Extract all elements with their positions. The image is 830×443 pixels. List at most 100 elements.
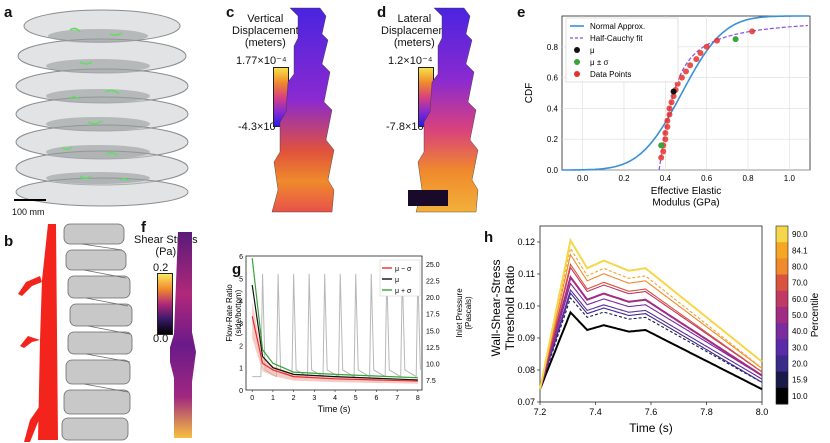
percentile-curve-40.0 xyxy=(539,282,763,390)
colorbar-label: Percentile xyxy=(810,292,821,337)
legend-label: μ − σ xyxy=(395,266,412,273)
y2-tick-label: 20.0 xyxy=(426,295,440,302)
x-tick-label: 1.0 xyxy=(784,174,796,183)
colorbar-frame xyxy=(775,225,789,405)
percentile-curve-80.0 xyxy=(539,253,763,390)
y-tick-label: 0.12 xyxy=(517,237,535,247)
data-point xyxy=(666,105,673,112)
x-tick-label: 2 xyxy=(292,395,296,402)
y-tick-label: 0 xyxy=(239,388,243,395)
data-point xyxy=(660,148,667,155)
legend-label: Half-Cauchy fit xyxy=(590,34,643,43)
data-point xyxy=(687,62,694,69)
chart-g: 0 1 2 3 4 5 6 7 8 0 1 2 3 4 5 6 7.5 10.0 12.5 15.0 17.5 20.0 2… xyxy=(226,254,473,414)
aorta xyxy=(38,224,58,440)
y2-tick-label: 25.0 xyxy=(426,262,440,269)
panel-letter-d: d xyxy=(377,4,387,21)
data-point xyxy=(662,130,669,137)
data-point xyxy=(664,117,671,124)
colorbar-cell xyxy=(776,323,788,340)
y-tick-label: 0.4 xyxy=(547,104,559,113)
colorbar-cell xyxy=(776,306,788,324)
legend-swatch xyxy=(574,47,580,53)
slice-stack-illustration xyxy=(14,9,189,207)
legend-label: μ xyxy=(590,46,595,55)
x-axis-label: Time (s) xyxy=(629,421,673,435)
colorbar-cell xyxy=(776,274,788,292)
y-tick-label: 4 xyxy=(239,299,243,306)
mu-line xyxy=(251,284,418,381)
legend-box xyxy=(565,17,679,83)
y-tick-label: 0.10 xyxy=(517,301,535,311)
data-point xyxy=(703,43,710,50)
legend-swatch xyxy=(574,59,580,65)
y-tick-label: 0.07 xyxy=(517,397,535,407)
panel-letter-e: e xyxy=(517,4,526,21)
colorbar-cell xyxy=(776,258,788,276)
percentile-curve-10.0 xyxy=(539,310,763,391)
legend-label: μ xyxy=(395,277,399,284)
x-tick-label: 7.6 xyxy=(645,407,658,417)
colorbar-cell xyxy=(776,355,788,373)
scale-bar-label: 100 mm xyxy=(12,207,45,217)
data-point xyxy=(662,136,669,143)
y-tick-label: 0.08 xyxy=(517,365,535,375)
percentile-curve-70.0 xyxy=(539,263,763,390)
x-tick-label: 4 xyxy=(333,395,337,402)
y2-tick-label: 10.0 xyxy=(426,361,440,368)
data-point xyxy=(658,154,665,161)
x-tick-label: 1 xyxy=(271,395,275,402)
x-tick-label: 0.0 xyxy=(577,174,589,183)
data-point xyxy=(664,123,671,130)
y-axis-label: CDF xyxy=(524,83,535,104)
y-axis-label: Flow-Rate Ratio(side/bottom) xyxy=(226,284,243,342)
panel-letter-b: b xyxy=(4,233,14,250)
colorbar-tick-label: 84.1 xyxy=(792,246,808,255)
x-tick-label: 7 xyxy=(395,395,399,402)
panel-letter-f: f xyxy=(141,219,146,236)
y2-tick-label: 12.5 xyxy=(426,345,440,352)
y-tick-label: 0.8 xyxy=(547,43,559,52)
x-tick-label: 6 xyxy=(374,395,378,402)
percentile-curve-20.0 xyxy=(539,292,763,390)
panel-letter-a: a xyxy=(4,4,13,21)
x-tick-label: 0.8 xyxy=(742,174,754,183)
y2-tick-label: 17.5 xyxy=(426,312,440,319)
data-point xyxy=(693,56,700,63)
mu-plus-sigma-line xyxy=(251,258,418,379)
x-tick-label: 0.2 xyxy=(618,174,630,183)
x-axis-label: Effective Elastic Modulus (GPa) xyxy=(651,186,721,209)
x-axis-label: Time (s) xyxy=(318,404,351,414)
panel-d-cmax: 1.2×10⁻⁴ xyxy=(388,55,433,67)
x-tick-label: 0.6 xyxy=(701,174,713,183)
colorbar-cell xyxy=(776,242,788,259)
panel-c-cmax: 1.77×10⁻⁴ xyxy=(236,55,287,67)
data-point xyxy=(749,28,756,35)
x-tick-label: 7.2 xyxy=(534,407,547,417)
y-tick-label: 1 xyxy=(239,366,243,373)
normal-approx-curve xyxy=(562,15,808,171)
mu-minus-sigma-line xyxy=(251,316,418,382)
y-tick-label: 6 xyxy=(239,254,243,261)
y-tick-label: 5 xyxy=(239,276,243,283)
colorbar-tick-label: 90.0 xyxy=(792,230,808,239)
colorbar-tick-label: 40.0 xyxy=(792,327,808,336)
mu-pm-sigma-point xyxy=(658,142,665,149)
mu-point xyxy=(670,88,677,95)
panel-f-vessel-model xyxy=(170,232,196,438)
percentile-curve-84.1 xyxy=(539,246,763,390)
chart-e: 0.0 0.2 0.4 0.6 0.8 1.0 0.0 0.2 0.4 0.6 0.8 Normal … xyxy=(524,15,811,209)
legend-label: μ + σ xyxy=(395,288,412,295)
colorbar-tick-label: 30.0 xyxy=(792,343,808,352)
y2-tick-label: 22.5 xyxy=(426,279,440,286)
percentile-curve-50.0 xyxy=(539,274,763,390)
x-tick-label: 7.4 xyxy=(589,407,602,417)
x-tick-label: 8.0 xyxy=(756,407,769,417)
x-tick-label: 7.8 xyxy=(700,407,713,417)
data-point xyxy=(668,99,675,106)
y-tick-label: 3 xyxy=(239,321,243,328)
panel-f-colorbar xyxy=(157,273,173,335)
colorbar-tick-label: 15.9 xyxy=(792,376,808,385)
panel-letter-c: c xyxy=(226,4,235,21)
legend-label: μ ± σ xyxy=(590,58,608,67)
